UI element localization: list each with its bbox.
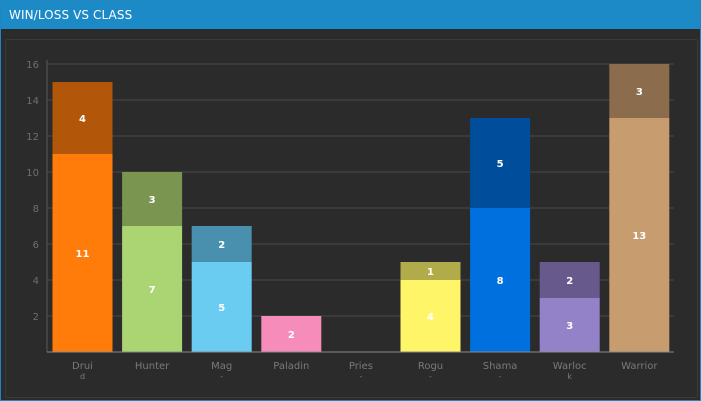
bar-segment-bottom: [261, 316, 322, 352]
data-label: 7: [149, 285, 156, 296]
data-label: 2: [218, 240, 225, 251]
bar-segment-top: [400, 262, 461, 280]
x-tick-label: Drui: [72, 361, 93, 372]
y-tick-label: 12: [26, 132, 39, 143]
title-bar: WIN/LOSS VS CLASS: [1, 1, 700, 29]
chart-panel: [5, 39, 698, 398]
bar-segment-bottom: [191, 262, 252, 352]
data-label: 3: [636, 87, 643, 98]
bar-segment-bottom: [609, 118, 670, 352]
data-label: 4: [427, 312, 434, 323]
data-label: 2: [288, 330, 295, 341]
data-label: 1: [427, 267, 434, 278]
y-tick-label: 4: [33, 276, 39, 287]
y-tick-label: 10: [26, 168, 39, 179]
x-tick-label: Hunter: [135, 361, 170, 372]
y-tick-label: 6: [33, 240, 39, 251]
bar-segment-top: [122, 172, 183, 226]
y-tick-label: 16: [26, 60, 39, 71]
bar-segment-top: [191, 226, 252, 262]
data-label: 3: [149, 195, 156, 206]
data-label: 13: [632, 231, 646, 242]
x-tick-label: Rogu: [418, 361, 443, 372]
data-label: 11: [76, 249, 90, 260]
x-tick-label: Pries: [349, 361, 373, 372]
bar-segment-bottom: [539, 298, 600, 352]
x-tick-sublabel: -: [499, 372, 502, 381]
bar-segment-top: [609, 64, 670, 118]
data-label: 2: [566, 276, 573, 287]
data-label: 3: [566, 321, 573, 332]
data-label: 5: [497, 159, 504, 170]
data-label: 5: [218, 303, 225, 314]
x-tick-sublabel: d: [80, 372, 85, 381]
bar-segment-bottom: [400, 280, 461, 352]
chart-title: WIN/LOSS VS CLASS: [9, 8, 133, 22]
data-label: 8: [497, 276, 504, 287]
x-tick-label: Shama: [483, 361, 518, 372]
bar-segment-top: [539, 262, 600, 298]
x-tick-sublabel: k: [567, 372, 572, 381]
y-tick-label: 8: [33, 204, 39, 215]
x-tick-sublabel: -: [220, 372, 223, 381]
bar-segment-bottom: [122, 226, 183, 352]
x-tick-label: Warloc: [553, 361, 587, 372]
y-tick-label: 2: [33, 312, 39, 323]
bar-segment-bottom: [470, 208, 531, 352]
bar-segment-top: [470, 118, 531, 208]
x-tick-label: Paladin: [273, 361, 309, 372]
bar-segment-top: [52, 82, 113, 154]
data-label: 4: [79, 114, 86, 125]
y-tick-label: 14: [26, 96, 39, 107]
x-tick-sublabel: -: [429, 372, 432, 381]
x-tick-label: Mag: [211, 361, 232, 372]
bar-segment-bottom: [52, 154, 113, 352]
x-tick-label: Warrior: [621, 361, 658, 372]
x-tick-sublabel: -: [359, 372, 362, 381]
